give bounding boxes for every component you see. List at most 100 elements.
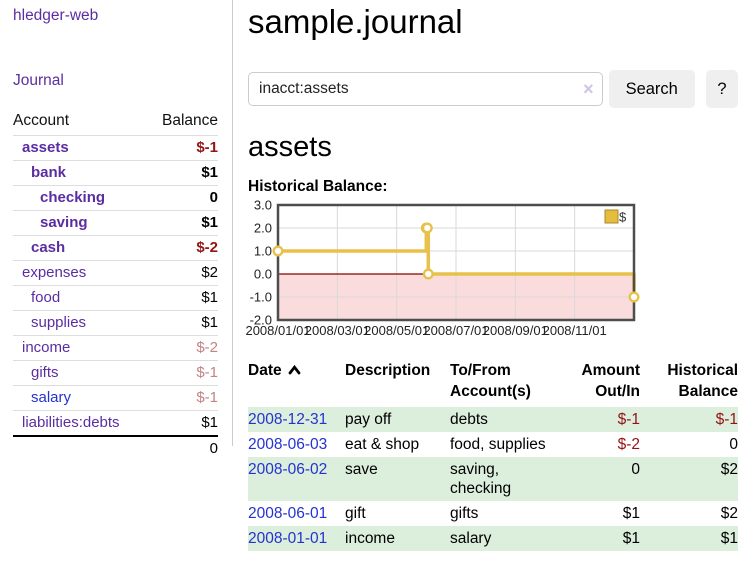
chart-point-marker — [422, 268, 434, 280]
account-row: checking 0 — [13, 185, 218, 211]
column-header-amount: Amount Out/In — [581, 362, 640, 400]
clear-search-icon[interactable]: × — [583, 79, 594, 99]
transaction-balance: $1 — [720, 530, 738, 547]
account-balance: $-2 — [147, 235, 218, 261]
accounts-total-balance: 0 — [147, 435, 218, 461]
transaction-row: 2008-06-02 save saving, checking 0 $2 — [248, 457, 738, 501]
transaction-balance: $-1 — [715, 411, 738, 428]
account-balance: $-1 — [147, 385, 218, 411]
account-balance: $1 — [147, 410, 218, 436]
x-axis-tick-label: 2008/05/01 — [364, 323, 429, 338]
sidebar: hledger-web Journal Account Balance asse… — [0, 0, 233, 461]
main-content: sample.journal × Search ? assets Histori… — [233, 0, 742, 551]
y-axis-tick-label: 0.0 — [254, 267, 272, 282]
balance-chart: $3.0 2.0 1.0 0.0 -1.0 -2.0 2008/01/01 2008/03/0… — [245, 198, 738, 341]
chart-title: Historical Balance: — [248, 178, 388, 195]
accounts-header-balance: Balance — [161, 112, 218, 129]
account-row: salary $-1 — [13, 385, 218, 411]
search-button[interactable]: Search — [608, 70, 695, 108]
account-balance: $2 — [147, 260, 218, 286]
account-link[interactable]: supplies — [31, 314, 87, 331]
search-bar: × Search ? — [248, 70, 738, 108]
y-axis-tick-label: -1.0 — [250, 290, 272, 305]
account-heading: assets — [248, 131, 332, 163]
transaction-description: income — [345, 530, 395, 547]
column-header-description: Description — [345, 362, 431, 379]
account-link[interactable]: assets — [22, 139, 69, 156]
account-link[interactable]: salary — [31, 389, 72, 406]
transaction-date-link[interactable]: 2008-06-01 — [248, 505, 328, 522]
account-row: cash $-2 — [13, 235, 218, 261]
transaction-date-link[interactable]: 2008-06-03 — [248, 436, 328, 453]
account-balance: $-2 — [147, 335, 218, 361]
app-title-link[interactable]: hledger-web — [13, 7, 99, 24]
transaction-row: 2008-01-01 income salary $1 $1 — [248, 526, 738, 551]
x-axis-tick-label: 2008/11/01 — [543, 323, 607, 338]
transaction-amount: $-2 — [617, 436, 640, 453]
account-link[interactable]: checking — [40, 189, 106, 206]
accounts-total-row: 0 — [13, 435, 218, 461]
account-row: expenses $2 — [13, 260, 218, 286]
transaction-row: 2008-12-31 pay off debts $-1 $-1 — [248, 407, 738, 432]
account-link[interactable]: bank — [31, 164, 67, 181]
transactions-header-row: Date Description To/From Account(s) Amou… — [248, 358, 738, 407]
transaction-date-link[interactable]: 2008-06-02 — [248, 461, 328, 478]
transaction-amount: $1 — [622, 530, 640, 547]
transaction-description: eat & shop — [345, 436, 420, 453]
sort-ascending-icon — [288, 360, 301, 381]
account-balance: $-1 — [147, 135, 218, 161]
transaction-accounts: debts — [450, 411, 488, 428]
y-axis-tick-label: -2.0 — [250, 313, 272, 328]
transaction-amount: 0 — [631, 461, 640, 478]
account-row: bank $1 — [13, 160, 218, 186]
account-balance: $1 — [147, 210, 218, 236]
transaction-description: save — [345, 461, 378, 478]
y-axis-tick-label: 1.0 — [254, 244, 272, 259]
account-link[interactable]: gifts — [31, 364, 59, 381]
x-axis-tick-label: 2008/07/01 — [423, 323, 488, 338]
account-link[interactable]: cash — [31, 239, 66, 256]
account-row: income $-2 — [13, 335, 218, 361]
accounts-header-account: Account — [13, 112, 70, 129]
legend-swatch — [604, 209, 619, 224]
column-header-date[interactable]: Date — [248, 358, 345, 407]
x-axis-tick-label: 2008/09/01 — [483, 323, 548, 338]
account-balance: $-1 — [147, 360, 218, 386]
x-axis-tick-label: 2008/03/01 — [305, 323, 370, 338]
sidebar-item-journal[interactable]: Journal — [13, 72, 64, 89]
column-header-accounts: To/From Account(s) — [450, 362, 531, 400]
transaction-balance: 0 — [729, 436, 738, 453]
account-link[interactable]: expenses — [22, 264, 87, 281]
account-balance: $1 — [147, 285, 218, 311]
chart-point-marker — [628, 291, 640, 303]
transaction-row: 2008-06-03 eat & shop food, supplies $-2 0 — [248, 432, 738, 457]
account-row: gifts $-1 — [13, 360, 218, 386]
transactions-table: Date Description To/From Account(s) Amou… — [248, 358, 738, 551]
legend-label: $ — [619, 210, 627, 225]
page-title: sample.journal — [248, 3, 463, 40]
transaction-description: gift — [345, 505, 366, 522]
account-link[interactable]: saving — [40, 214, 88, 231]
account-link[interactable]: liabilities:debts — [22, 414, 120, 431]
column-header-balance: Historical Balance — [667, 362, 738, 400]
accounts-table: Account Balance assets $-1 bank $1 checking 0… — [13, 109, 218, 461]
chart-point-marker — [272, 245, 284, 257]
transaction-balance: $2 — [720, 461, 738, 478]
transaction-description: pay off — [345, 411, 392, 428]
account-row: liabilities:debts $1 — [13, 410, 218, 436]
account-row: food $1 — [13, 285, 218, 311]
search-input[interactable] — [248, 72, 603, 106]
account-row: supplies $1 — [13, 310, 218, 336]
y-axis-tick-label: 3.0 — [254, 198, 272, 213]
transaction-date-link[interactable]: 2008-01-01 — [248, 530, 328, 547]
chart-point-marker — [421, 222, 433, 234]
account-balance: $1 — [147, 160, 218, 186]
x-axis-tick-label: 2008/01/01 — [245, 323, 310, 338]
transaction-date-link[interactable]: 2008-12-31 — [248, 411, 328, 428]
help-button[interactable]: ? — [705, 70, 738, 108]
transaction-balance: $2 — [720, 505, 738, 522]
transaction-accounts: gifts — [450, 505, 479, 522]
account-link[interactable]: income — [22, 339, 71, 356]
transaction-amount: $-1 — [617, 411, 640, 428]
account-link[interactable]: food — [31, 289, 61, 306]
